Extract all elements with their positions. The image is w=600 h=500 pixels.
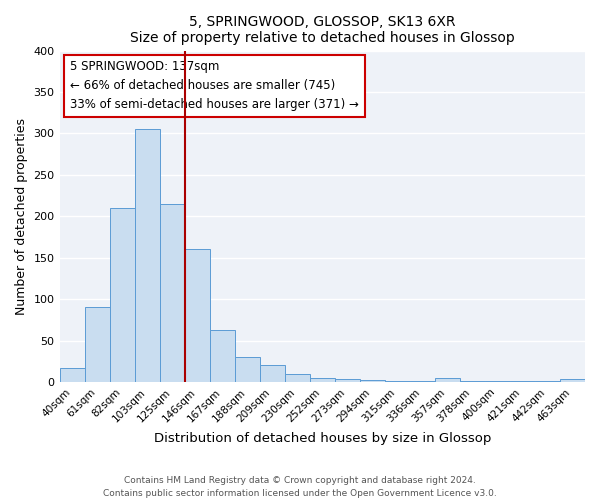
Bar xyxy=(185,250,209,382)
Text: 5 SPRINGWOOD: 137sqm
← 66% of detached houses are smaller (745)
33% of semi-deta: 5 SPRINGWOOD: 137sqm ← 66% of detached h… xyxy=(70,60,359,112)
Y-axis label: Number of detached properties: Number of detached properties xyxy=(15,118,28,314)
Bar xyxy=(410,381,435,382)
Bar xyxy=(485,381,510,382)
Bar xyxy=(310,378,335,382)
Bar xyxy=(560,380,585,382)
Bar xyxy=(285,374,310,382)
Bar xyxy=(85,308,110,382)
Text: Contains HM Land Registry data © Crown copyright and database right 2024.
Contai: Contains HM Land Registry data © Crown c… xyxy=(103,476,497,498)
Title: 5, SPRINGWOOD, GLOSSOP, SK13 6XR
Size of property relative to detached houses in: 5, SPRINGWOOD, GLOSSOP, SK13 6XR Size of… xyxy=(130,15,515,45)
Bar xyxy=(360,380,385,382)
Bar xyxy=(385,381,410,382)
Bar xyxy=(460,381,485,382)
Bar xyxy=(235,357,260,382)
Bar xyxy=(134,129,160,382)
Bar xyxy=(510,381,535,382)
Bar xyxy=(110,208,134,382)
X-axis label: Distribution of detached houses by size in Glossop: Distribution of detached houses by size … xyxy=(154,432,491,445)
Bar xyxy=(209,330,235,382)
Bar xyxy=(260,366,285,382)
Bar xyxy=(335,380,360,382)
Bar xyxy=(160,204,185,382)
Bar xyxy=(435,378,460,382)
Bar xyxy=(535,381,560,382)
Bar xyxy=(59,368,85,382)
